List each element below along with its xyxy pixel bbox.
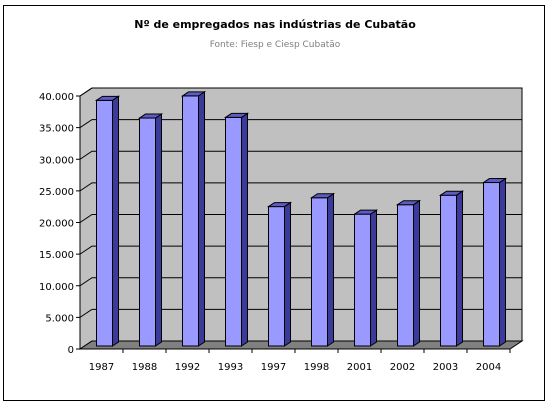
bar-front	[268, 206, 285, 347]
bar	[223, 112, 250, 347]
bar	[352, 209, 379, 347]
bar	[395, 199, 422, 347]
bar-front	[440, 194, 457, 347]
x-tick-label: 1993	[218, 362, 243, 373]
x-tick-label: 2004	[476, 362, 501, 373]
bar-side	[413, 199, 420, 347]
bar-top	[94, 95, 121, 101]
gridlines	[79, 87, 522, 318]
y-axis-ticks: 0 5.000 10.000 15.000 20.000 25.000 30.000 35.0…	[39, 92, 81, 356]
x-tick-label: 2001	[347, 362, 372, 373]
bar-front	[225, 116, 242, 347]
bar-side	[241, 112, 248, 347]
bar-side	[370, 209, 377, 347]
bar-side	[456, 190, 463, 347]
bar-front	[182, 95, 199, 347]
y-tick-label: 35.000	[39, 124, 74, 135]
y-tick-label: 30.000	[39, 155, 74, 166]
chart-subtitle: Fonte: Fiesp e Ciesp Cubatão	[209, 40, 341, 50]
y-tick-label: 15.000	[39, 250, 74, 261]
bar	[438, 190, 465, 347]
x-tick-label: 2003	[433, 362, 458, 373]
bar-top	[137, 113, 164, 119]
y-tick-label: 40.000	[39, 92, 74, 103]
bar-top	[180, 91, 207, 97]
bar	[180, 90, 207, 347]
y-tick-label: 10.000	[39, 282, 74, 293]
bar-side	[198, 90, 205, 347]
y-tick-label: 20.000	[39, 219, 74, 230]
bars	[94, 90, 508, 347]
bar-front	[96, 99, 113, 347]
x-tick-label: 1997	[261, 362, 286, 373]
bar-front	[354, 213, 371, 347]
bar-top	[395, 200, 422, 206]
bar	[94, 95, 121, 347]
x-axis-ticks: 1987 1988 1992 1993 1997 1998 2001 2002 2003 2004	[80, 348, 511, 373]
y-tick-label: 0	[68, 345, 74, 356]
gridline	[79, 150, 522, 160]
bar-side	[499, 177, 506, 347]
gridline	[79, 87, 522, 97]
gridline	[79, 182, 522, 192]
x-tick-label: 1998	[304, 362, 329, 373]
bar-top	[438, 190, 465, 196]
bar	[137, 113, 164, 347]
bar-side	[155, 113, 162, 347]
bar-front	[483, 182, 500, 347]
x-tick-label: 1992	[175, 362, 200, 373]
chart-title: Nº de empregados nas indústrias de Cubat…	[134, 18, 416, 31]
bar	[309, 192, 336, 347]
bar-front	[397, 204, 414, 347]
bar-side	[284, 201, 291, 347]
bar-top	[266, 202, 293, 208]
bar-side	[112, 95, 119, 347]
bar-top	[352, 209, 379, 215]
y-tick-label: 25.000	[39, 187, 74, 198]
bar-top	[223, 112, 250, 118]
bar-top	[481, 178, 508, 184]
bar	[266, 201, 293, 347]
y-tick-label: 5.000	[45, 313, 74, 324]
gridline	[79, 214, 522, 223]
bar-front	[139, 117, 156, 347]
bar-top	[309, 193, 336, 199]
bar-front	[311, 197, 328, 347]
gridline	[79, 245, 522, 255]
bar	[481, 177, 508, 347]
gridline	[79, 308, 522, 318]
x-tick-label: 2002	[390, 362, 415, 373]
x-tick-label: 1987	[89, 362, 114, 373]
gridline	[79, 119, 522, 129]
gridline	[79, 277, 522, 287]
bar-side	[327, 192, 334, 347]
x-tick-label: 1988	[132, 362, 157, 373]
